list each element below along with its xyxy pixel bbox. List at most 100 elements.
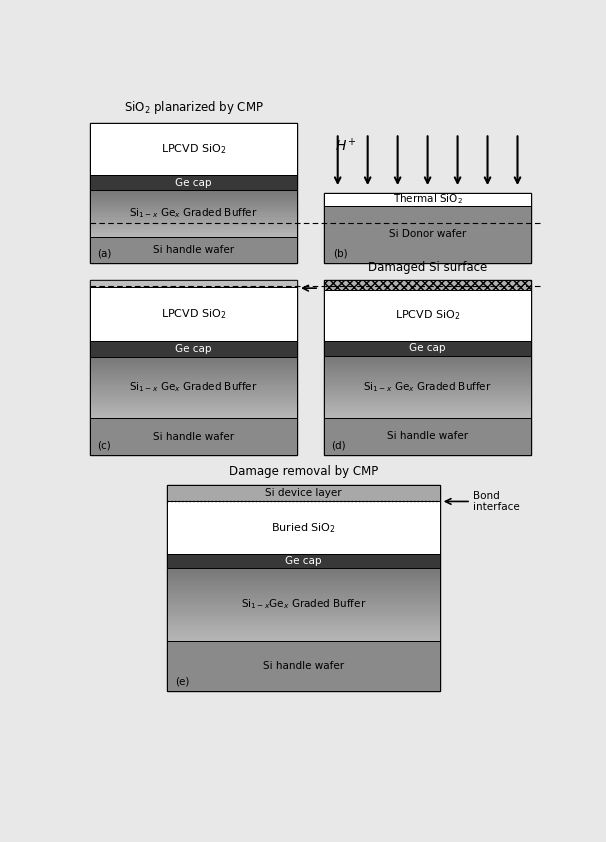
- Text: Si Donor wafer: Si Donor wafer: [389, 229, 466, 239]
- Text: SiO$_2$ planarized by CMP: SiO$_2$ planarized by CMP: [124, 99, 264, 116]
- Bar: [167, 614, 440, 617]
- Bar: [167, 636, 440, 639]
- Bar: [324, 280, 531, 290]
- Bar: [90, 195, 298, 197]
- Bar: [324, 391, 531, 393]
- Bar: [167, 484, 440, 502]
- Bar: [90, 212, 298, 214]
- Bar: [90, 360, 298, 363]
- Bar: [90, 359, 298, 361]
- Bar: [324, 418, 531, 456]
- Text: Si device layer: Si device layer: [265, 488, 342, 498]
- Bar: [167, 568, 440, 571]
- Bar: [324, 386, 531, 389]
- Bar: [90, 192, 298, 194]
- Bar: [167, 602, 440, 605]
- Bar: [324, 379, 531, 381]
- Bar: [324, 376, 531, 379]
- Text: Si$_{1-x}$ Ge$_x$ Graded Buffer: Si$_{1-x}$ Ge$_x$ Graded Buffer: [129, 206, 258, 221]
- Text: (d): (d): [331, 440, 346, 450]
- Bar: [324, 405, 531, 408]
- Bar: [90, 210, 298, 212]
- Bar: [324, 280, 531, 456]
- Bar: [90, 209, 298, 210]
- Bar: [167, 616, 440, 619]
- Bar: [90, 396, 298, 398]
- Text: (e): (e): [175, 676, 189, 686]
- Bar: [90, 207, 298, 209]
- Bar: [90, 226, 298, 227]
- Bar: [90, 214, 298, 216]
- Bar: [167, 638, 440, 642]
- Bar: [324, 401, 531, 403]
- Bar: [167, 575, 440, 578]
- Bar: [167, 607, 440, 610]
- Bar: [90, 400, 298, 402]
- Text: Si handle wafer: Si handle wafer: [387, 431, 468, 441]
- Bar: [324, 412, 531, 413]
- Bar: [167, 609, 440, 612]
- Text: Damage removal by CMP: Damage removal by CMP: [229, 466, 378, 478]
- Text: Si handle wafer: Si handle wafer: [263, 661, 344, 671]
- Bar: [324, 375, 531, 377]
- Bar: [90, 200, 298, 201]
- Text: Ge cap: Ge cap: [409, 344, 446, 353]
- Bar: [167, 573, 440, 575]
- Bar: [167, 587, 440, 590]
- Bar: [90, 363, 298, 365]
- Bar: [167, 605, 440, 607]
- Bar: [167, 621, 440, 624]
- Bar: [90, 376, 298, 377]
- Bar: [90, 280, 298, 456]
- Bar: [324, 194, 531, 205]
- Bar: [90, 412, 298, 414]
- Bar: [167, 594, 440, 597]
- Text: Buried SiO$_2$: Buried SiO$_2$: [271, 520, 336, 535]
- Text: LPCVD SiO$_2$: LPCVD SiO$_2$: [395, 308, 461, 322]
- Bar: [90, 381, 298, 384]
- Bar: [90, 190, 298, 192]
- Bar: [90, 229, 298, 231]
- Bar: [167, 611, 440, 615]
- Bar: [90, 123, 298, 263]
- Bar: [90, 386, 298, 388]
- Bar: [167, 624, 440, 626]
- Bar: [167, 578, 440, 580]
- Bar: [90, 377, 298, 380]
- Bar: [90, 287, 298, 341]
- Bar: [324, 356, 531, 418]
- Bar: [324, 382, 531, 385]
- Bar: [90, 237, 298, 263]
- Text: Bond: Bond: [473, 491, 500, 501]
- Bar: [167, 484, 440, 690]
- Bar: [324, 385, 531, 387]
- Bar: [324, 395, 531, 397]
- Text: Si$_{1-x}$Ge$_x$ Graded Buffer: Si$_{1-x}$Ge$_x$ Graded Buffer: [241, 597, 366, 611]
- Bar: [90, 397, 298, 400]
- Text: (a): (a): [98, 248, 112, 258]
- Bar: [324, 389, 531, 392]
- Bar: [167, 597, 440, 600]
- Bar: [324, 409, 531, 412]
- Bar: [167, 626, 440, 629]
- Bar: [90, 414, 298, 417]
- Bar: [90, 215, 298, 217]
- Bar: [167, 619, 440, 621]
- Bar: [324, 399, 531, 402]
- Text: (c): (c): [98, 440, 111, 450]
- Bar: [90, 232, 298, 234]
- Text: interface: interface: [473, 502, 520, 512]
- Bar: [90, 123, 298, 175]
- Bar: [324, 368, 531, 370]
- Bar: [90, 357, 298, 360]
- Bar: [167, 592, 440, 594]
- Bar: [90, 218, 298, 220]
- Bar: [90, 367, 298, 370]
- Bar: [167, 554, 440, 568]
- Text: Ge cap: Ge cap: [285, 556, 322, 566]
- Bar: [90, 410, 298, 413]
- Bar: [167, 633, 440, 637]
- Bar: [324, 356, 531, 359]
- Bar: [90, 231, 298, 232]
- Bar: [90, 280, 298, 287]
